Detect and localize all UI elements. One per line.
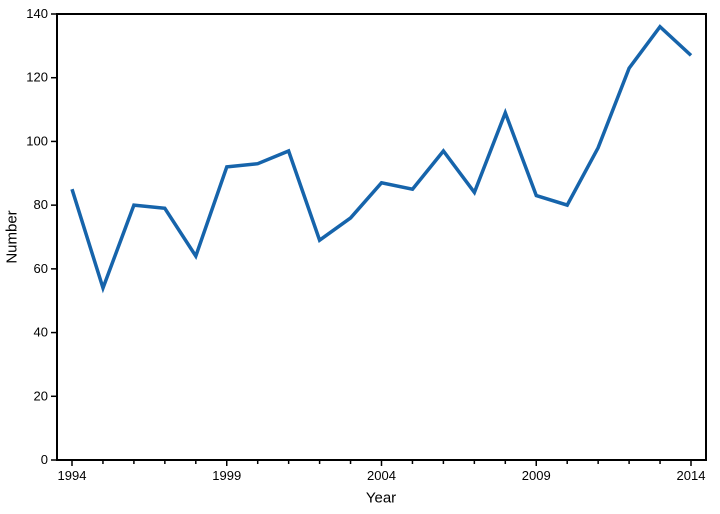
y-tick-label: 60 — [34, 261, 48, 276]
y-tick-label: 100 — [26, 133, 48, 148]
x-tick-label: 2014 — [677, 468, 706, 483]
x-tick-label: 2004 — [367, 468, 396, 483]
y-tick-label: 0 — [41, 452, 48, 467]
x-tick-label: 2009 — [522, 468, 551, 483]
y-tick-label: 140 — [26, 6, 48, 21]
x-axis-label: Year — [365, 489, 397, 507]
data-series-line — [70, 24, 693, 294]
y-tick-label: 20 — [34, 388, 48, 403]
y-axis-label: Number — [3, 210, 21, 264]
x-tick-label: 1994 — [58, 468, 87, 483]
y-tick-label: 80 — [34, 197, 48, 212]
y-tick-label: 40 — [34, 325, 48, 340]
y-tick-label: 120 — [26, 70, 48, 85]
x-tick-label: 1999 — [212, 468, 241, 483]
